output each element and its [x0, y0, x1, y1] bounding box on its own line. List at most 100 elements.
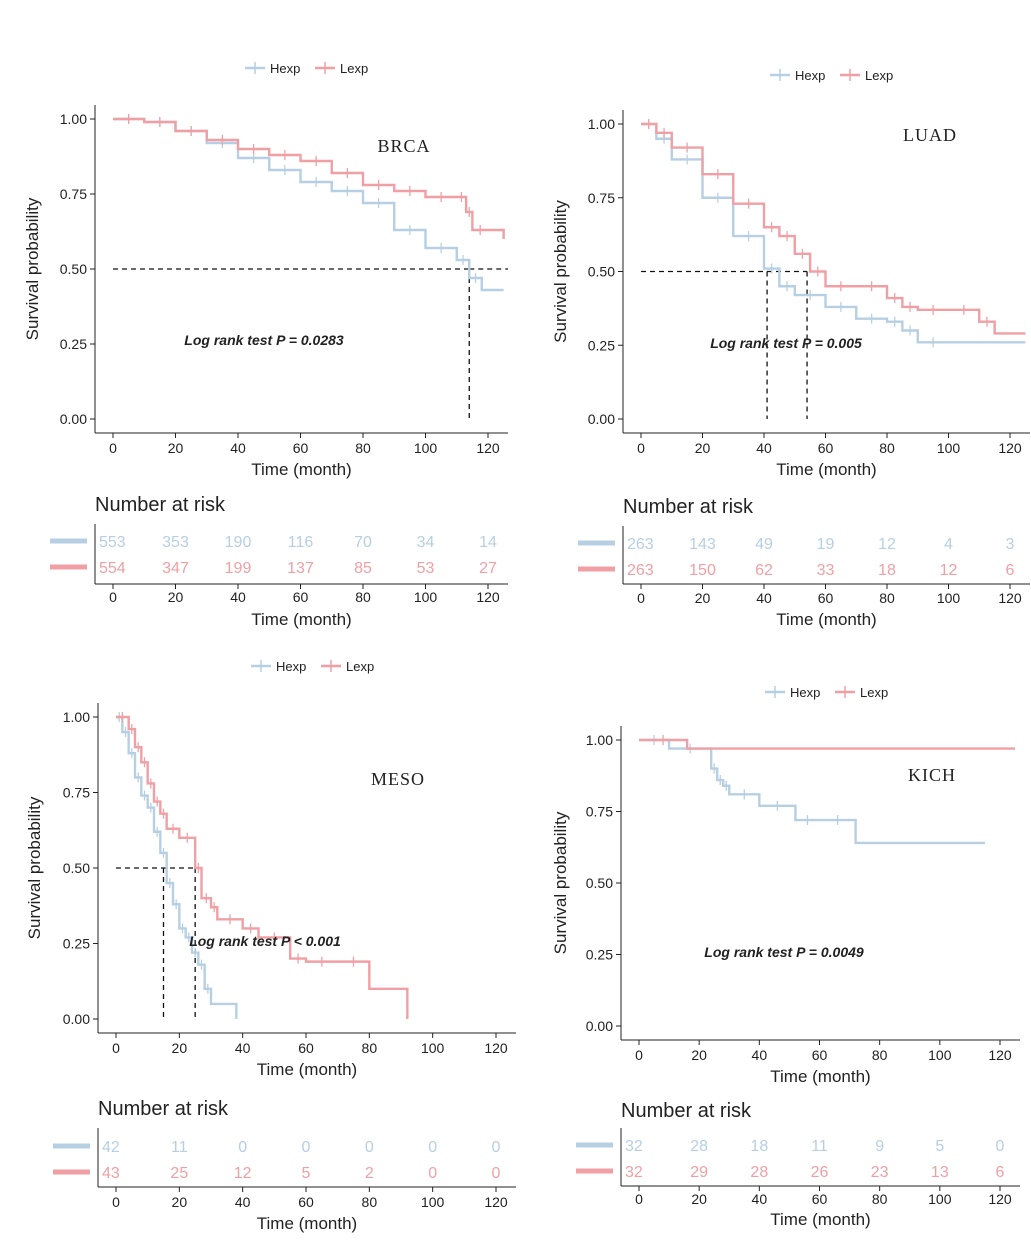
x-tick-label: 0: [637, 440, 645, 456]
cancer-label: LUAD: [903, 125, 957, 145]
x-tick-label: 100: [421, 1040, 445, 1056]
risk-x-tick-label: 60: [293, 589, 309, 605]
risk-count-lexp: 199: [225, 560, 252, 577]
y-axis-title: Survival probability: [25, 796, 44, 939]
risk-count-hexp: 14: [479, 534, 497, 551]
risk-x-tick-label: 80: [879, 590, 895, 606]
risk-x-tick-label: 20: [691, 1191, 707, 1207]
x-tick-label: 80: [355, 440, 371, 456]
x-tick-label: 80: [879, 440, 895, 456]
y-tick-label: 1.00: [586, 732, 613, 748]
risk-count-lexp: 26: [811, 1164, 829, 1181]
legend-label-hexp: Hexp: [270, 61, 300, 76]
risk-count-lexp: 554: [99, 560, 126, 577]
risk-count-lexp: 23: [871, 1164, 889, 1181]
risk-count-hexp: 0: [238, 1139, 247, 1156]
x-axis-title: Time (month): [776, 460, 876, 479]
risk-count-lexp: 33: [817, 562, 835, 579]
risk-x-axis-title: Time (month): [776, 610, 876, 629]
risk-count-hexp: 190: [225, 534, 252, 551]
risk-table: Number at risk 42 43 0 11 25 20 0 12 40 0 5 60 0 2 80 0 0…: [53, 1098, 516, 1233]
risk-count-hexp: 18: [750, 1138, 768, 1155]
risk-count-hexp: 28: [690, 1138, 708, 1155]
risk-count-lexp: 263: [627, 562, 654, 579]
y-tick-label: 0.50: [60, 261, 87, 277]
survival-curve-lexp: [116, 715, 409, 1019]
risk-table-title: Number at risk: [98, 1098, 229, 1120]
risk-table: Number at risk32320282920182840112660923…: [576, 1100, 1020, 1229]
x-tick-label: 60: [293, 440, 309, 456]
x-tick-label: 40: [756, 440, 772, 456]
risk-count-lexp: 13: [931, 1164, 949, 1181]
x-tick-label: 0: [112, 1040, 120, 1056]
y-tick-label: 1.00: [60, 111, 87, 127]
risk-count-hexp: 0: [428, 1139, 437, 1156]
risk-count-hexp: 0: [365, 1139, 374, 1156]
risk-x-tick-label: 100: [937, 590, 961, 606]
survival-curve-lexp: [639, 738, 1016, 750]
risk-count-hexp: 116: [288, 534, 314, 551]
risk-count-hexp: 12: [878, 536, 896, 553]
risk-x-tick-label: 20: [172, 1194, 188, 1210]
survival-curve-hexp: [641, 122, 1026, 344]
risk-count-lexp: 6: [996, 1164, 1005, 1181]
risk-x-tick-label: 40: [756, 590, 772, 606]
risk-x-tick-label: 0: [637, 590, 645, 606]
risk-count-hexp: 3: [1006, 536, 1015, 553]
x-tick-label: 20: [695, 440, 711, 456]
y-tick-label: 0.50: [63, 860, 90, 876]
risk-x-axis-title: Time (month): [251, 610, 351, 629]
y-axis-title: Survival probability: [23, 197, 42, 340]
risk-count-lexp: 85: [354, 560, 372, 577]
risk-x-tick-label: 80: [355, 589, 371, 605]
y-tick-label: 1.00: [588, 116, 615, 132]
risk-x-tick-label: 60: [298, 1194, 314, 1210]
legend-label-lexp: Lexp: [340, 61, 368, 76]
y-tick-label: 0.00: [60, 411, 87, 427]
risk-x-tick-label: 60: [812, 1191, 828, 1207]
x-tick-label: 120: [988, 1047, 1012, 1063]
risk-count-lexp: 347: [162, 560, 189, 577]
y-tick-label: 0.75: [60, 186, 87, 202]
pvalue-annotation: Log rank test P = 0.0049: [704, 944, 864, 960]
x-tick-label: 20: [691, 1047, 707, 1063]
y-tick-label: 0.25: [63, 936, 90, 952]
risk-x-tick-label: 60: [818, 590, 834, 606]
legend-label-hexp: Hexp: [795, 68, 825, 83]
x-tick-label: 40: [230, 440, 246, 456]
x-tick-label: 40: [235, 1040, 251, 1056]
risk-count-lexp: 32: [625, 1164, 643, 1181]
y-tick-label: 0.00: [588, 411, 615, 427]
risk-count-hexp: 19: [817, 536, 835, 553]
y-tick-label: 0.75: [586, 804, 613, 820]
risk-count-lexp: 53: [417, 560, 435, 577]
risk-count-hexp: 11: [171, 1139, 188, 1156]
risk-count-hexp: 49: [755, 536, 773, 553]
risk-count-lexp: 43: [102, 1165, 120, 1182]
x-axis-title: Time (month): [770, 1067, 870, 1086]
x-tick-label: 80: [362, 1040, 378, 1056]
survival-curve-hexp: [639, 738, 985, 845]
y-tick-label: 0.50: [586, 875, 613, 891]
risk-table-title: Number at risk: [95, 494, 226, 516]
risk-count-hexp: 4: [944, 536, 953, 553]
risk-count-hexp: 32: [625, 1138, 643, 1155]
y-axis-title: Survival probability: [551, 200, 570, 343]
risk-x-tick-label: 120: [988, 1191, 1012, 1207]
risk-count-lexp: 62: [755, 562, 773, 579]
x-tick-label: 20: [168, 440, 184, 456]
risk-x-tick-label: 120: [484, 1194, 508, 1210]
y-tick-label: 1.00: [63, 709, 90, 725]
risk-count-lexp: 12: [234, 1165, 252, 1182]
risk-table-title: Number at risk: [623, 496, 754, 518]
risk-count-lexp: 27: [479, 560, 497, 577]
risk-count-lexp: 6: [1006, 562, 1015, 579]
risk-count-lexp: 0: [428, 1165, 437, 1182]
risk-x-tick-label: 40: [230, 589, 246, 605]
risk-x-tick-label: 0: [635, 1191, 643, 1207]
legend-label-lexp: Lexp: [860, 685, 888, 700]
risk-count-lexp: 28: [750, 1164, 768, 1181]
cancer-label: KICH: [908, 765, 956, 785]
